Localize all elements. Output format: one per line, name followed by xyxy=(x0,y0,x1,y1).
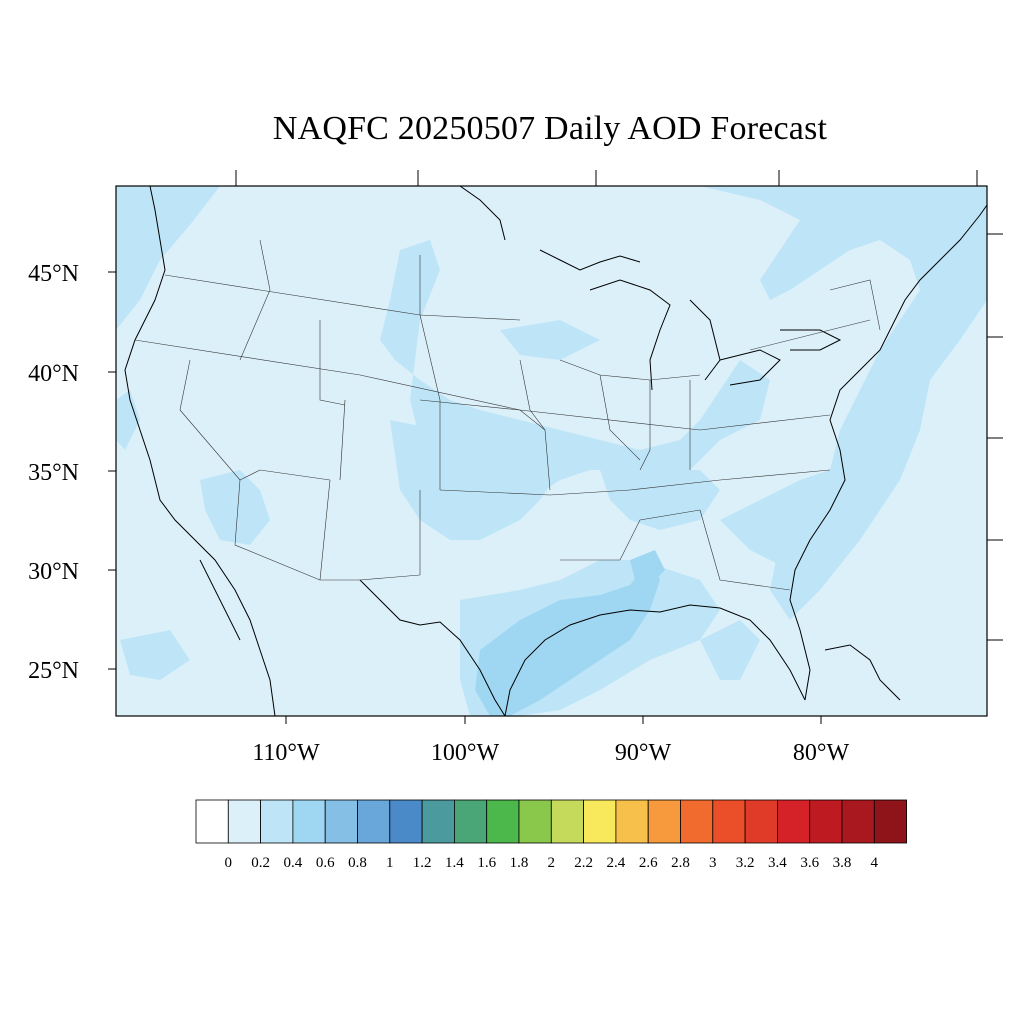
coastlines xyxy=(124,186,987,716)
colorbar-swatch xyxy=(453,799,488,844)
map-plot xyxy=(116,186,987,716)
lat-label: 25°N xyxy=(28,658,79,684)
colorbar-swatch xyxy=(486,799,520,844)
colorbar-swatch xyxy=(777,799,811,844)
colorbar-label: 1.6 xyxy=(477,855,497,871)
colorbar-label: 3.2 xyxy=(735,855,755,871)
colorbar-label: 0.8 xyxy=(348,855,367,871)
colorbar-label: 3 xyxy=(709,855,717,871)
colorbar-label: 3.6 xyxy=(800,855,820,871)
colorbar xyxy=(195,799,907,844)
colorbar-label: 2.8 xyxy=(671,855,690,871)
colorbar-swatch xyxy=(615,799,649,844)
lon-label: 90°W xyxy=(615,740,672,766)
colorbar-label: 0.6 xyxy=(315,855,335,871)
lat-label: 40°N xyxy=(28,361,79,387)
lat-label: 45°N xyxy=(28,261,79,287)
colorbar-label: 2 xyxy=(547,855,556,871)
colorbar-swatch xyxy=(389,799,423,844)
colorbar-swatch xyxy=(712,799,746,844)
map-title: NAQFC 20250507 Daily AOD Forecast xyxy=(272,110,828,147)
colorbar-label: 0.2 xyxy=(251,855,270,871)
lon-label: 100°W xyxy=(431,740,500,766)
colorbar-label: 3.4 xyxy=(768,855,787,871)
colorbar-swatch xyxy=(227,799,262,844)
colorbar-label: 0 xyxy=(224,855,233,871)
state-borders xyxy=(134,239,881,591)
aod-field-0.2-0.4 xyxy=(116,186,987,716)
colorbar-swatch xyxy=(583,799,617,844)
colorbar-swatch xyxy=(260,799,294,844)
colorbar-swatch xyxy=(292,799,326,844)
aod-field-0.4-0.6 xyxy=(475,550,665,716)
colorbar-label: 2.4 xyxy=(606,855,626,871)
colorbar-label: 4 xyxy=(870,855,879,871)
colorbar-swatch xyxy=(841,799,875,844)
map-border xyxy=(115,185,988,717)
lon-labels: 110°W 100°W 90°W 80°W xyxy=(252,740,849,766)
colorbar-swatch xyxy=(744,799,778,844)
colorbar-swatch xyxy=(421,799,455,844)
colorbar-swatch xyxy=(680,799,714,844)
colorbar-swatch xyxy=(550,799,584,844)
lon-label: 80°W xyxy=(793,740,850,766)
colorbar-label: 1 xyxy=(386,855,394,871)
colorbar-swatch xyxy=(324,799,358,844)
colorbar-labels: 0 0.2 0.4 0.6 0.8 1 1.2 1.4 1.6 1.8 2 2.2 2.4 2.6 2.8 3… xyxy=(0,855,1024,877)
colorbar-label: 3.8 xyxy=(832,855,852,871)
colorbar-label: 2.2 xyxy=(574,855,593,871)
lat-label: 35°N xyxy=(28,460,79,486)
colorbar-swatch xyxy=(518,799,552,844)
colorbar-label: 1.4 xyxy=(445,855,464,871)
map-ticks xyxy=(108,170,1003,724)
colorbar-swatch xyxy=(873,799,907,844)
colorbar-swatch xyxy=(357,799,391,844)
colorbar-swatch xyxy=(195,799,229,844)
colorbar-swatch xyxy=(647,799,681,844)
colorbar-label: 1.2 xyxy=(412,855,432,871)
colorbar-swatch xyxy=(809,799,843,844)
lon-label: 110°W xyxy=(252,740,320,766)
lat-label: 30°N xyxy=(28,559,79,585)
colorbar-label: 0.4 xyxy=(283,855,303,871)
colorbar-label: 1.8 xyxy=(509,855,529,871)
colorbar-label: 2.6 xyxy=(638,855,658,871)
lat-labels: 45°N 40°N 35°N 30°N 25°N xyxy=(28,261,79,684)
